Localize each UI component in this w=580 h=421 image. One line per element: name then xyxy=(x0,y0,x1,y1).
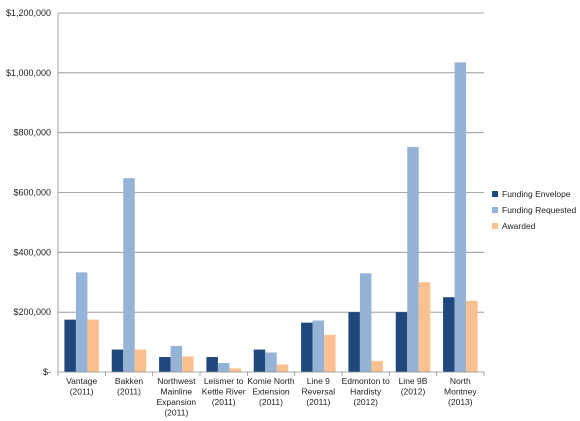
x-category-label: Edmonton to Hardisty (2012) xyxy=(342,376,390,407)
bar-funding-envelope xyxy=(206,357,218,372)
bar-funding-requested xyxy=(170,345,183,372)
x-axis: Vantage (2011) Bakken (2011) Northwest Mainli… xyxy=(57,371,485,418)
bar-funding-requested xyxy=(123,178,135,372)
legend-label: Awarded xyxy=(502,221,536,231)
legend-swatch xyxy=(492,223,498,229)
y-tick-label: $200,000 xyxy=(13,307,51,317)
bar-awarded xyxy=(466,300,478,372)
bar-awarded xyxy=(182,356,194,372)
y-tick-label: $800,000 xyxy=(13,128,51,138)
bar-funding-requested xyxy=(217,363,230,372)
bar-awarded xyxy=(276,364,289,372)
y-tick-label: $1,000,000 xyxy=(6,68,51,78)
x-category-label: North Montney (2013) xyxy=(444,376,477,407)
bar-funding-requested xyxy=(312,320,325,372)
y-tick-label: $- xyxy=(43,367,51,377)
bar-funding-requested xyxy=(407,147,419,372)
bar-funding-envelope xyxy=(443,297,455,372)
x-category-label: Line 9B (2012) xyxy=(399,376,428,397)
legend-label: Funding Requested xyxy=(502,205,576,215)
bar-awarded xyxy=(87,319,99,372)
legend: Funding Envelope Funding Requested Awarded xyxy=(492,189,576,231)
x-category-label: Line 9 Reversal (2011) xyxy=(302,376,336,407)
bar-funding-envelope xyxy=(159,357,171,372)
legend-swatch xyxy=(492,207,498,213)
x-category-label: Komie North Extension (2011) xyxy=(247,376,295,407)
bar-funding-envelope xyxy=(301,322,313,372)
bar-funding-envelope xyxy=(64,319,76,372)
bar-awarded xyxy=(229,368,241,372)
x-category-label: Leismer to Kettle River (2011) xyxy=(202,376,246,407)
bar-funding-envelope xyxy=(111,349,124,372)
bar-awarded xyxy=(134,349,147,372)
bar-funding-requested xyxy=(75,272,88,372)
y-tick-label: $600,000 xyxy=(13,188,51,198)
x-category-label: Bakken (2011) xyxy=(115,376,144,397)
bar-funding-requested xyxy=(265,352,277,372)
bar-funding-envelope xyxy=(395,312,408,372)
bar-funding-envelope xyxy=(348,312,360,372)
legend-swatch xyxy=(492,191,498,197)
bars xyxy=(64,62,478,373)
bar-funding-envelope xyxy=(253,349,266,372)
bar-funding-requested xyxy=(454,62,467,373)
bar-awarded xyxy=(371,360,383,372)
bar-funding-requested xyxy=(359,273,372,372)
x-category-label: Vantage (2011) xyxy=(66,376,97,397)
x-category-label: Northwest Mainline Expansion (2011) xyxy=(156,376,196,418)
legend-label: Funding Envelope xyxy=(502,189,571,199)
y-axis: $- $200,000 $400,000 $600,000 $800,000 $1,000… xyxy=(6,8,59,377)
bar-awarded xyxy=(324,334,336,372)
y-tick-label: $400,000 xyxy=(13,247,51,257)
y-tick-label: $1,200,000 xyxy=(6,8,51,18)
gridlines xyxy=(58,12,484,313)
bar-awarded xyxy=(418,282,431,372)
